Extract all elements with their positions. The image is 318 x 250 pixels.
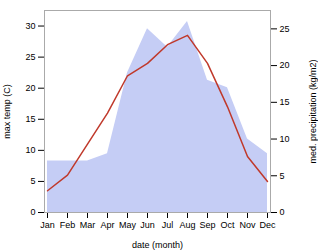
svg-text:0: 0 — [30, 207, 35, 217]
svg-text:Jun: Jun — [140, 220, 155, 230]
svg-text:20: 20 — [280, 60, 290, 70]
svg-text:May: May — [119, 220, 137, 230]
svg-text:Feb: Feb — [60, 220, 76, 230]
svg-text:10: 10 — [25, 145, 35, 155]
svg-text:Nov: Nov — [239, 220, 256, 230]
svg-text:Jan: Jan — [40, 220, 55, 230]
svg-text:15: 15 — [280, 97, 290, 107]
svg-text:20: 20 — [25, 83, 35, 93]
svg-text:Aug: Aug — [179, 220, 195, 230]
svg-text:25: 25 — [25, 52, 35, 62]
svg-text:date (month): date (month) — [132, 240, 183, 250]
svg-text:max temp (C): max temp (C) — [2, 84, 12, 139]
svg-text:med. precipitation (kg/m2): med. precipitation (kg/m2) — [308, 59, 318, 163]
svg-text:Mar: Mar — [80, 220, 96, 230]
svg-text:30: 30 — [25, 21, 35, 31]
svg-text:Jul: Jul — [162, 220, 174, 230]
svg-text:Oct: Oct — [220, 220, 235, 230]
svg-text:0: 0 — [280, 207, 285, 217]
svg-text:15: 15 — [25, 114, 35, 124]
svg-text:5: 5 — [30, 176, 35, 186]
svg-text:10: 10 — [280, 134, 290, 144]
svg-text:Dec: Dec — [259, 220, 276, 230]
svg-text:5: 5 — [280, 171, 285, 181]
svg-text:Apr: Apr — [100, 220, 114, 230]
svg-text:Sep: Sep — [199, 220, 215, 230]
svg-text:25: 25 — [280, 24, 290, 34]
